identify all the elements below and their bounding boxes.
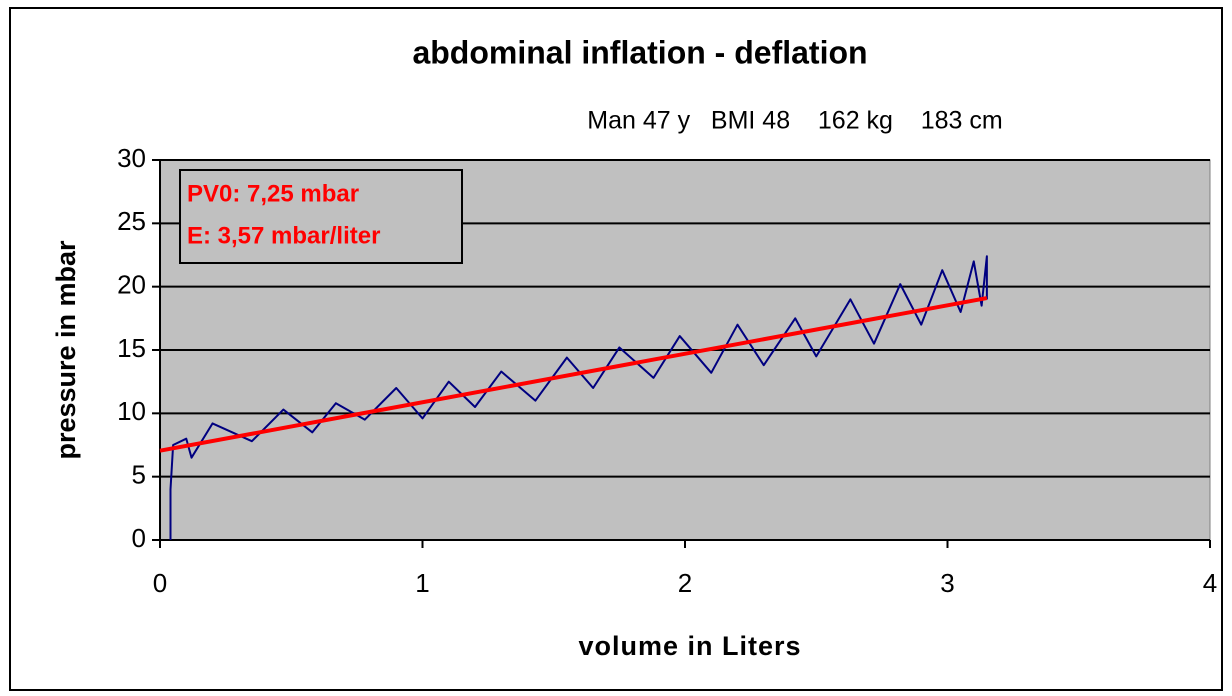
y-tick-label: 25	[117, 206, 146, 236]
annotation: E: 3,57 mbar/liter	[187, 222, 380, 249]
y-tick-label: 30	[117, 143, 146, 173]
series-line	[169, 255, 988, 540]
x-tick-label: 1	[415, 568, 429, 598]
x-tick-label: 4	[1203, 568, 1217, 598]
x-axis-label: volume in Liters	[578, 631, 801, 661]
chart-subtitle: Man 47 y BMI 48 162 kg 183 cm	[587, 107, 1002, 135]
y-tick-label: 20	[117, 270, 146, 300]
chart-title: abdominal inflation - deflation	[412, 34, 867, 70]
annotation: PV0: 7,25 mbar	[187, 180, 359, 207]
y-tick-label: 15	[117, 333, 146, 363]
x-tick-label: 0	[153, 568, 167, 598]
y-tick-label: 0	[132, 523, 146, 553]
y-axis-label: pressure in mbar	[51, 240, 81, 460]
y-tick-label: 10	[117, 396, 146, 426]
y-tick-label: 5	[132, 460, 146, 490]
series-line	[159, 296, 988, 453]
x-tick-label: 2	[678, 568, 692, 598]
annotation-box	[179, 169, 463, 264]
x-tick-label: 3	[940, 568, 954, 598]
